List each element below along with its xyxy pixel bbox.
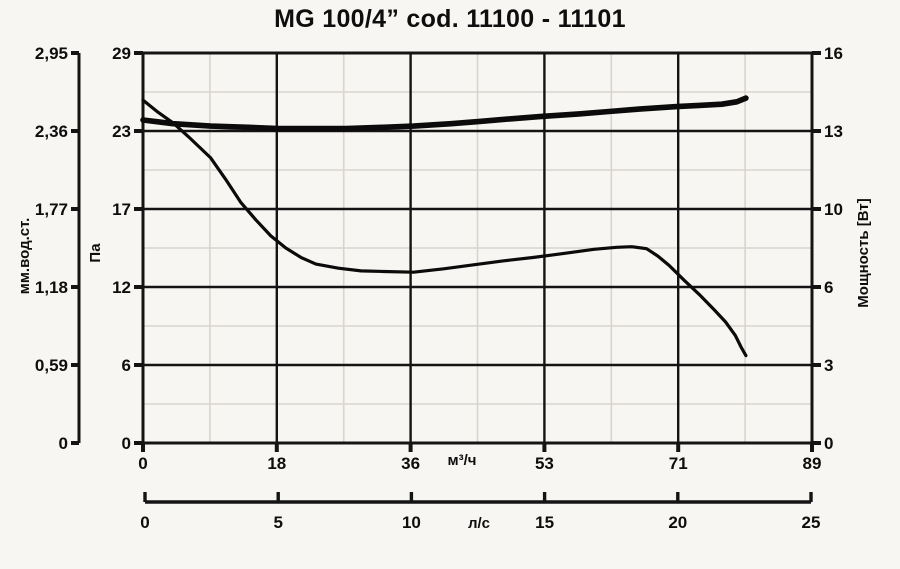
power-tick-label: 3 [824,356,833,375]
flow-axis-unit-label: м³/ч [448,452,477,469]
mm-axis-title: мм.вод.ст. [16,218,33,295]
power-tick-label: 13 [824,122,843,141]
mm-tick-label: 0,59 [35,356,68,375]
power-tick-label: 6 [824,278,833,297]
ls-tick-label: 0 [140,513,149,532]
power-curve [140,95,749,132]
power-tick-label: 16 [824,44,843,63]
ls-tick-label: 25 [802,513,821,532]
pa-tick-label: 0 [122,434,131,453]
flow-tick-label: 0 [138,454,147,473]
flow-tick-label: 36 [401,454,420,473]
ls-tick-label: 10 [402,513,421,532]
flow-tick-label: 18 [267,454,286,473]
power-axis-title: Мощность [Вт] [855,198,872,307]
ls-tick-label: 5 [273,513,282,532]
mm-tick-label: 2,36 [35,122,68,141]
mm-tick-label: 1,18 [35,278,68,297]
power-tick-label: 0 [824,434,833,453]
pa-tick-label: 12 [112,278,131,297]
mm-tick-label: 2,95 [35,44,68,63]
pa-tick-label: 29 [112,44,131,63]
pa-tick-label: 17 [112,200,131,219]
flow-tick-label: 71 [669,454,688,473]
mm-tick-label: 0 [59,434,68,453]
pa-tick-label: 23 [112,122,131,141]
flow-tick-label: 53 [535,454,554,473]
chart-title: MG 100/4” cod. 11100 - 11101 [274,5,626,33]
flow-tick-label: 89 [803,454,822,473]
ls-axis-unit-label: л/с [468,515,490,532]
ls-tick-label: 15 [535,513,554,532]
ls-tick-label: 20 [668,513,687,532]
pa-axis-title: Па [87,243,104,263]
pa-tick-label: 6 [122,356,131,375]
mm-tick-label: 1,77 [35,200,68,219]
power-tick-label: 10 [824,200,843,219]
pressure-curve [141,98,748,358]
